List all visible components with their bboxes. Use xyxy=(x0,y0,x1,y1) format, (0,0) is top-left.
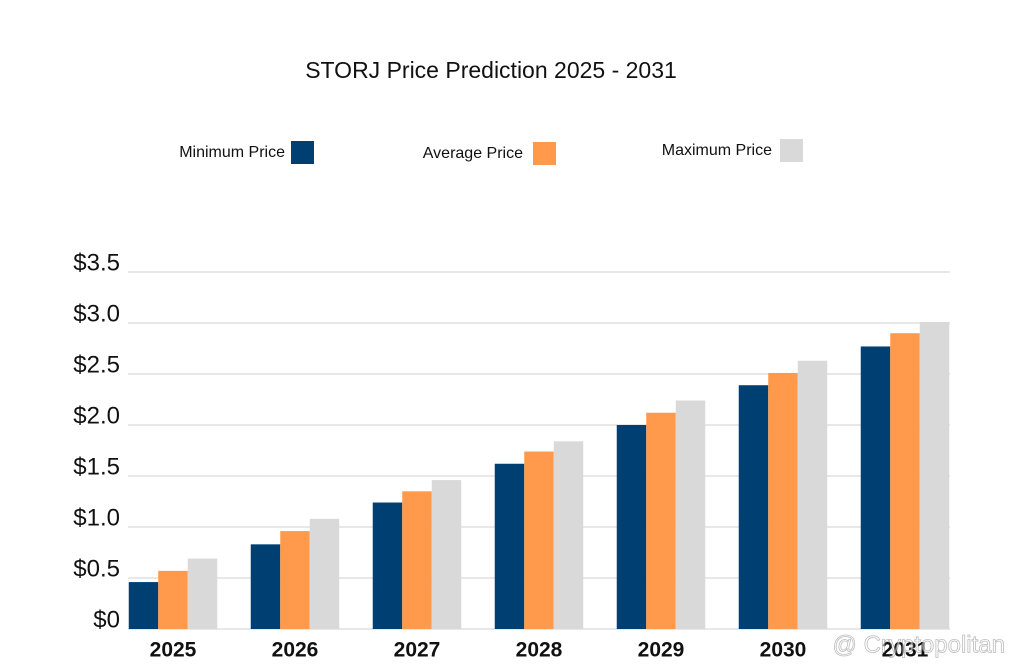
x-tick-label: 2026 xyxy=(272,639,319,662)
x-tick-label: 2030 xyxy=(760,639,807,662)
legend-swatch xyxy=(780,139,803,162)
watermark: @ Cryptopolitan xyxy=(833,631,1005,658)
y-tick-label: $2.0 xyxy=(73,402,120,429)
bar xyxy=(616,425,647,629)
bar xyxy=(646,412,676,629)
legend-swatch xyxy=(533,142,556,165)
legend-swatch xyxy=(291,141,314,164)
bar xyxy=(128,582,159,629)
x-tick-label: 2031 xyxy=(882,639,929,662)
bar xyxy=(158,570,188,629)
bar xyxy=(524,451,554,629)
legend-label: Maximum Price xyxy=(662,142,772,159)
bar xyxy=(675,400,706,629)
y-tick-label: $1.5 xyxy=(73,453,120,480)
x-tick-label: 2029 xyxy=(638,639,685,662)
x-tick-label: 2028 xyxy=(516,639,563,662)
bar xyxy=(768,372,798,629)
bar xyxy=(187,558,218,629)
bar xyxy=(431,480,462,629)
bar xyxy=(919,321,950,629)
y-tick-label: $0 xyxy=(93,606,120,633)
legend-label: Average Price xyxy=(423,145,523,162)
bar xyxy=(402,491,432,629)
bar xyxy=(738,385,769,629)
y-tick-label: $2.5 xyxy=(73,351,120,378)
bar xyxy=(797,360,828,629)
x-tick-label: 2025 xyxy=(150,639,197,662)
bar xyxy=(860,346,891,629)
bar xyxy=(250,544,281,629)
bar xyxy=(494,463,525,629)
bar xyxy=(553,441,584,629)
y-tick-label: $3.0 xyxy=(73,300,120,327)
y-tick-label: $3.5 xyxy=(73,249,120,276)
chart-title: STORJ Price Prediction 2025 - 2031 xyxy=(305,57,677,83)
bar xyxy=(280,531,310,629)
bar xyxy=(372,502,403,629)
y-tick-label: $0.5 xyxy=(73,555,120,582)
x-tick-label: 2027 xyxy=(394,639,441,662)
bar xyxy=(309,518,340,629)
y-tick-label: $1.0 xyxy=(73,504,120,531)
bar xyxy=(890,333,920,629)
legend-label: Minimum Price xyxy=(179,144,285,161)
